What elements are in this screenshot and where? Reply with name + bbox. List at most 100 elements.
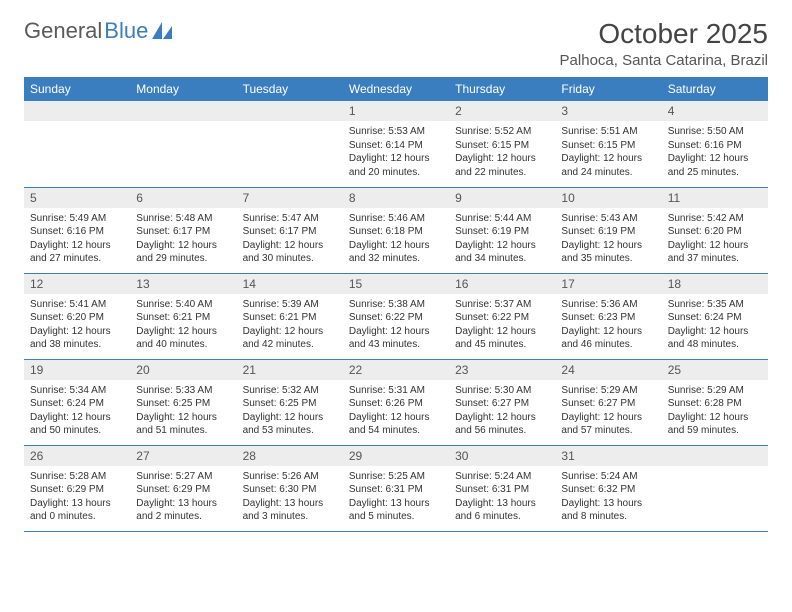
daylight-text: Daylight: 12 hours and 43 minutes. (349, 325, 443, 352)
sunrise-text: Sunrise: 5:38 AM (349, 298, 443, 312)
calendar-cell: 7Sunrise: 5:47 AMSunset: 6:17 PMDaylight… (237, 187, 343, 273)
day-number-empty (662, 446, 768, 466)
calendar-cell: 31Sunrise: 5:24 AMSunset: 6:32 PMDayligh… (555, 445, 661, 531)
sunset-text: Sunset: 6:28 PM (668, 397, 762, 411)
sunrise-text: Sunrise: 5:51 AM (561, 125, 655, 139)
daylight-text: Daylight: 12 hours and 34 minutes. (455, 239, 549, 266)
daylight-text: Daylight: 12 hours and 57 minutes. (561, 411, 655, 438)
calendar-cell: 20Sunrise: 5:33 AMSunset: 6:25 PMDayligh… (130, 359, 236, 445)
calendar-cell: 6Sunrise: 5:48 AMSunset: 6:17 PMDaylight… (130, 187, 236, 273)
sunrise-text: Sunrise: 5:44 AM (455, 212, 549, 226)
day-body: Sunrise: 5:40 AMSunset: 6:21 PMDaylight:… (130, 294, 236, 356)
sunset-text: Sunset: 6:22 PM (349, 311, 443, 325)
month-title: October 2025 (560, 18, 768, 50)
daylight-text: Daylight: 12 hours and 24 minutes. (561, 152, 655, 179)
daylight-text: Daylight: 12 hours and 40 minutes. (136, 325, 230, 352)
daylight-text: Daylight: 12 hours and 59 minutes. (668, 411, 762, 438)
day-number-empty (24, 101, 130, 121)
daylight-text: Daylight: 12 hours and 20 minutes. (349, 152, 443, 179)
sunset-text: Sunset: 6:26 PM (349, 397, 443, 411)
sunset-text: Sunset: 6:20 PM (668, 225, 762, 239)
day-body: Sunrise: 5:27 AMSunset: 6:29 PMDaylight:… (130, 466, 236, 528)
day-body: Sunrise: 5:51 AMSunset: 6:15 PMDaylight:… (555, 121, 661, 183)
day-number: 19 (24, 360, 130, 380)
day-number: 13 (130, 274, 236, 294)
calendar-cell: 17Sunrise: 5:36 AMSunset: 6:23 PMDayligh… (555, 273, 661, 359)
day-number: 3 (555, 101, 661, 121)
day-body: Sunrise: 5:42 AMSunset: 6:20 PMDaylight:… (662, 208, 768, 270)
day-body: Sunrise: 5:29 AMSunset: 6:27 PMDaylight:… (555, 380, 661, 442)
sunrise-text: Sunrise: 5:26 AM (243, 470, 337, 484)
calendar-cell: 5Sunrise: 5:49 AMSunset: 6:16 PMDaylight… (24, 187, 130, 273)
calendar-cell: 11Sunrise: 5:42 AMSunset: 6:20 PMDayligh… (662, 187, 768, 273)
day-body: Sunrise: 5:36 AMSunset: 6:23 PMDaylight:… (555, 294, 661, 356)
calendar-cell: 23Sunrise: 5:30 AMSunset: 6:27 PMDayligh… (449, 359, 555, 445)
day-number: 2 (449, 101, 555, 121)
weekday-header: Saturday (662, 77, 768, 101)
header: GeneralBlue October 2025 Palhoca, Santa … (24, 18, 768, 69)
calendar-cell: 4Sunrise: 5:50 AMSunset: 6:16 PMDaylight… (662, 101, 768, 187)
day-number-empty (237, 101, 343, 121)
day-body: Sunrise: 5:43 AMSunset: 6:19 PMDaylight:… (555, 208, 661, 270)
day-number: 8 (343, 188, 449, 208)
sunset-text: Sunset: 6:25 PM (136, 397, 230, 411)
weekday-header: Wednesday (343, 77, 449, 101)
calendar-cell (24, 101, 130, 187)
sunset-text: Sunset: 6:29 PM (30, 483, 124, 497)
day-body: Sunrise: 5:25 AMSunset: 6:31 PMDaylight:… (343, 466, 449, 528)
calendar-cell: 24Sunrise: 5:29 AMSunset: 6:27 PMDayligh… (555, 359, 661, 445)
day-body: Sunrise: 5:50 AMSunset: 6:16 PMDaylight:… (662, 121, 768, 183)
daylight-text: Daylight: 12 hours and 25 minutes. (668, 152, 762, 179)
day-body: Sunrise: 5:41 AMSunset: 6:20 PMDaylight:… (24, 294, 130, 356)
sunrise-text: Sunrise: 5:27 AM (136, 470, 230, 484)
calendar-cell: 26Sunrise: 5:28 AMSunset: 6:29 PMDayligh… (24, 445, 130, 531)
calendar-body: 1Sunrise: 5:53 AMSunset: 6:14 PMDaylight… (24, 101, 768, 531)
weekday-header: Thursday (449, 77, 555, 101)
day-number: 9 (449, 188, 555, 208)
daylight-text: Daylight: 12 hours and 32 minutes. (349, 239, 443, 266)
calendar-head: SundayMondayTuesdayWednesdayThursdayFrid… (24, 77, 768, 101)
logo-sail-icon (152, 22, 174, 40)
sunset-text: Sunset: 6:17 PM (136, 225, 230, 239)
sunrise-text: Sunrise: 5:29 AM (668, 384, 762, 398)
sunset-text: Sunset: 6:15 PM (455, 139, 549, 153)
sunrise-text: Sunrise: 5:31 AM (349, 384, 443, 398)
day-number: 28 (237, 446, 343, 466)
day-number: 26 (24, 446, 130, 466)
calendar-cell: 14Sunrise: 5:39 AMSunset: 6:21 PMDayligh… (237, 273, 343, 359)
day-body: Sunrise: 5:33 AMSunset: 6:25 PMDaylight:… (130, 380, 236, 442)
day-body: Sunrise: 5:26 AMSunset: 6:30 PMDaylight:… (237, 466, 343, 528)
day-body: Sunrise: 5:37 AMSunset: 6:22 PMDaylight:… (449, 294, 555, 356)
logo-text-blue: Blue (104, 18, 148, 44)
sunset-text: Sunset: 6:21 PM (243, 311, 337, 325)
day-number: 21 (237, 360, 343, 380)
calendar-cell: 9Sunrise: 5:44 AMSunset: 6:19 PMDaylight… (449, 187, 555, 273)
day-body: Sunrise: 5:44 AMSunset: 6:19 PMDaylight:… (449, 208, 555, 270)
calendar-cell: 29Sunrise: 5:25 AMSunset: 6:31 PMDayligh… (343, 445, 449, 531)
calendar-cell: 12Sunrise: 5:41 AMSunset: 6:20 PMDayligh… (24, 273, 130, 359)
day-number: 6 (130, 188, 236, 208)
daylight-text: Daylight: 12 hours and 37 minutes. (668, 239, 762, 266)
sunrise-text: Sunrise: 5:29 AM (561, 384, 655, 398)
sunrise-text: Sunrise: 5:53 AM (349, 125, 443, 139)
day-number: 25 (662, 360, 768, 380)
sunset-text: Sunset: 6:16 PM (668, 139, 762, 153)
calendar-cell: 3Sunrise: 5:51 AMSunset: 6:15 PMDaylight… (555, 101, 661, 187)
sunrise-text: Sunrise: 5:37 AM (455, 298, 549, 312)
day-body: Sunrise: 5:24 AMSunset: 6:32 PMDaylight:… (555, 466, 661, 528)
weekday-header: Monday (130, 77, 236, 101)
sunrise-text: Sunrise: 5:43 AM (561, 212, 655, 226)
day-number: 14 (237, 274, 343, 294)
day-body: Sunrise: 5:31 AMSunset: 6:26 PMDaylight:… (343, 380, 449, 442)
day-number: 7 (237, 188, 343, 208)
sunset-text: Sunset: 6:27 PM (455, 397, 549, 411)
day-body: Sunrise: 5:32 AMSunset: 6:25 PMDaylight:… (237, 380, 343, 442)
daylight-text: Daylight: 12 hours and 35 minutes. (561, 239, 655, 266)
daylight-text: Daylight: 12 hours and 48 minutes. (668, 325, 762, 352)
sunrise-text: Sunrise: 5:47 AM (243, 212, 337, 226)
sunrise-text: Sunrise: 5:40 AM (136, 298, 230, 312)
sunset-text: Sunset: 6:24 PM (30, 397, 124, 411)
sunrise-text: Sunrise: 5:25 AM (349, 470, 443, 484)
day-body: Sunrise: 5:46 AMSunset: 6:18 PMDaylight:… (343, 208, 449, 270)
calendar-cell: 15Sunrise: 5:38 AMSunset: 6:22 PMDayligh… (343, 273, 449, 359)
